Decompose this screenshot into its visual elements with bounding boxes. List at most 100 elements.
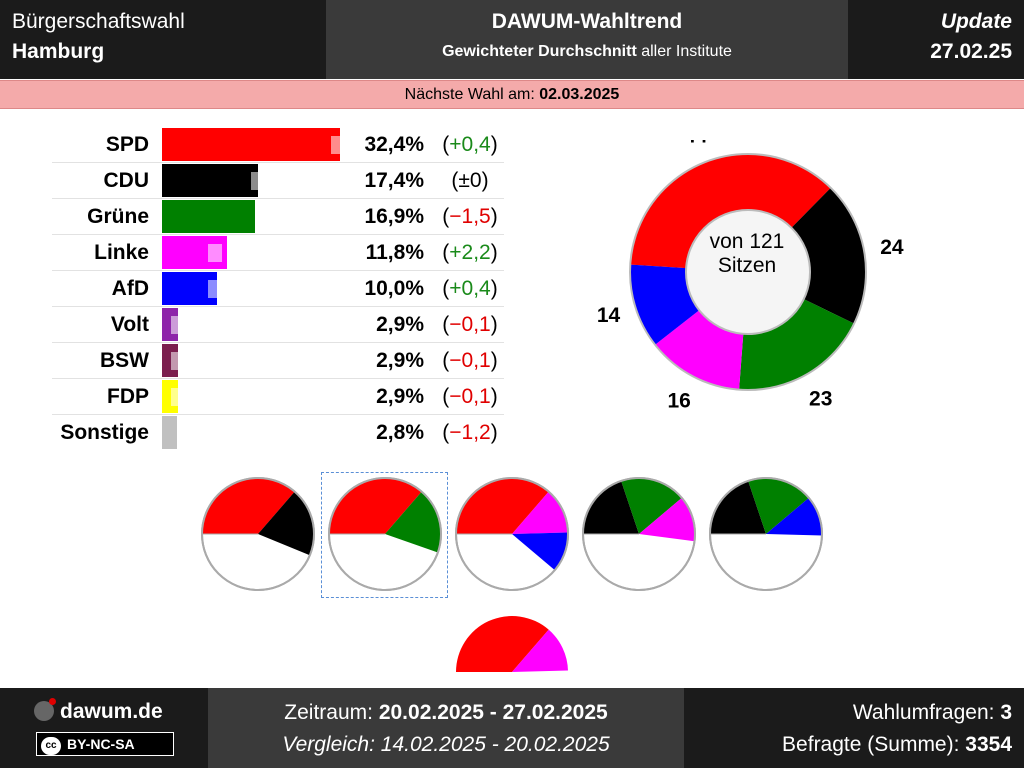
coalition-spd-cdu-slice-cdu	[258, 491, 314, 556]
bar-cdu	[162, 164, 258, 197]
party-label-bsw: BSW	[100, 349, 149, 372]
coalition-cdu-gruene-afd-ring	[709, 477, 823, 591]
period-value: 20.02.2025 - 27.02.2025	[378, 701, 608, 724]
coalition-spd-linke-slice-spd	[456, 616, 549, 672]
header-update: Update 27.02.25	[848, 0, 1024, 79]
coalition-spd-linke-afd-slice-afd	[512, 532, 568, 571]
previous-marker-volt	[171, 316, 186, 334]
coalition-spd-linke-slice-linke	[512, 629, 568, 672]
header-title-block: DAWUM-Wahltrend Gewichteter Durchschnitt…	[326, 0, 848, 79]
period-label: Zeitraum:	[284, 701, 379, 724]
coalition-spd-linke-afd-slice-linke	[512, 491, 568, 534]
change-label-linke: (+2,2)	[442, 241, 498, 264]
election-type: Bürgerschaftswahl	[12, 10, 185, 33]
seat-donut-chart: 44 24 23 16 14	[597, 140, 904, 413]
next-election-banner: Nächste Wahl am: 02.03.2025	[0, 80, 1024, 109]
donut-slice-gruene	[739, 299, 855, 390]
coalition-spd-gruene-slice-spd	[329, 478, 422, 534]
coalition-charts	[201, 477, 823, 672]
party-label-volt: Volt	[110, 313, 149, 336]
respondents-label: Befragte (Summe):	[782, 733, 966, 756]
party-label-cdu: CDU	[103, 169, 150, 192]
coalition-cdu-gruene-afd-slice-cdu	[710, 480, 766, 534]
bar-row-fdp: FDP 2,9% (−0,1)	[52, 379, 504, 415]
party-label-afd: AfD	[111, 277, 149, 300]
site-name: dawum.de	[60, 700, 163, 723]
change-label-bsw: (−0,1)	[442, 349, 498, 372]
change-label-cdu: (±0)	[451, 169, 489, 192]
party-label-spd: SPD	[105, 133, 149, 156]
previous-marker-sonstige	[176, 424, 191, 442]
previous-marker-afd	[207, 280, 222, 298]
value-label-fdp: 2,9%	[376, 385, 424, 408]
election-region: Hamburg	[12, 40, 105, 63]
license-text: BY-NC-SA	[67, 736, 135, 752]
site-logo[interactable]: dawum.de	[34, 698, 163, 724]
bar-row-afd: AfD 10,0% (+0,4)	[52, 271, 504, 307]
change-label-afd: (+0,4)	[442, 277, 498, 300]
coalition-selected-frame	[321, 472, 448, 598]
donut-seat-label-afd: 14	[597, 304, 621, 327]
next-election-label: Nächste Wahl am:	[404, 86, 540, 103]
previous-marker-fdp	[171, 388, 186, 406]
page-title: DAWUM-Wahltrend	[491, 10, 683, 33]
coalition-spd-gruene-ring	[328, 477, 442, 591]
bar-row-volt: Volt 2,9% (−0,1)	[52, 307, 504, 343]
subtitle-rest: aller Institute	[636, 43, 732, 60]
license-badge[interactable]: cc BY-NC-SA	[36, 732, 174, 756]
header: Bürgerschaftswahl Hamburg DAWUM-Wahltren…	[0, 0, 1024, 79]
previous-marker-gruene	[256, 208, 271, 226]
change-label-sonstige: (−1,2)	[442, 421, 498, 444]
donut-seat-label-spd: 44	[684, 140, 708, 148]
value-label-volt: 2,9%	[376, 313, 424, 336]
donut-center-label: von 121 Sitzen	[684, 230, 810, 278]
party-bar-chart: SPD 32,4% (+0,4) CDU 17,4% (±0) Grüne 16,9% (−1,…	[52, 127, 504, 451]
party-label-sonstige: Sonstige	[60, 421, 149, 444]
update-date: 27.02.25	[930, 40, 1012, 63]
footer: dawum.de cc BY-NC-SA Zeitraum: 20.02.2025…	[0, 688, 1024, 768]
previous-marker-cdu	[250, 172, 265, 190]
previous-marker-bsw	[171, 352, 186, 370]
coalition-spd-cdu-slice-spd	[202, 478, 295, 534]
respondents-line: Befragte (Summe): 3354	[684, 733, 1012, 757]
coalition-cdu-gruene-linke-slice-cdu	[583, 480, 639, 534]
polls-label: Wahlumfragen:	[852, 701, 1001, 724]
coalition-spd-linke-afd-ring	[455, 477, 569, 591]
footer-period: Zeitraum: 20.02.2025 - 27.02.2025 Vergle…	[208, 688, 684, 768]
bar-row-sonstige: Sonstige 2,8% (−1,2)	[52, 415, 504, 451]
subtitle-bold: Gewichteter Durchschnitt	[442, 43, 637, 60]
period-line: Zeitraum: 20.02.2025 - 27.02.2025	[208, 701, 684, 725]
previous-marker-linke	[207, 244, 222, 262]
cc-icon: cc	[41, 737, 61, 755]
next-election-date: 02.03.2025	[539, 86, 620, 103]
bar-sonstige	[162, 416, 178, 449]
donut-outer-ring	[629, 153, 867, 391]
donut-slice-linke	[655, 310, 744, 390]
coalition-cdu-gruene-linke-slice-linke	[639, 497, 695, 542]
value-label-sonstige: 2,8%	[376, 421, 424, 444]
dawum-logo-icon	[34, 698, 56, 721]
coalition-cdu-gruene-linke-slice-gruene	[621, 478, 682, 534]
donut-seat-label-gruene: 23	[809, 388, 832, 411]
value-label-spd: 32,4%	[364, 133, 424, 156]
change-label-volt: (−0,1)	[442, 313, 498, 336]
previous-marker-spd	[330, 136, 345, 154]
party-label-gruene: Grüne	[87, 205, 149, 228]
change-label-gruene: (−1,5)	[442, 205, 498, 228]
coalition-spd-gruene-slice-gruene	[385, 491, 441, 553]
footer-stats: Wahlumfragen: 3 Befragte (Summe): 3354	[684, 688, 1024, 768]
change-label-spd: (+0,4)	[442, 133, 498, 156]
bar-row-linke: Linke 11,8% (+2,2)	[52, 235, 504, 271]
coalition-cdu-gruene-linke-ring	[582, 477, 696, 591]
change-label-fdp: (−0,1)	[442, 385, 498, 408]
bar-row-bsw: BSW 2,9% (−0,1)	[52, 343, 504, 379]
donut-slice-afd	[630, 264, 700, 345]
update-label: Update	[940, 10, 1012, 33]
donut-slice-spd	[630, 154, 831, 269]
compare-line: Vergleich: 14.02.2025 - 20.02.2025	[282, 733, 610, 756]
donut-slice-cdu	[791, 187, 866, 324]
bar-spd	[162, 128, 340, 161]
donut-center-line2: Sitzen	[717, 254, 777, 277]
value-label-gruene: 16,9%	[364, 205, 424, 228]
value-label-linke: 11,8%	[365, 241, 424, 264]
